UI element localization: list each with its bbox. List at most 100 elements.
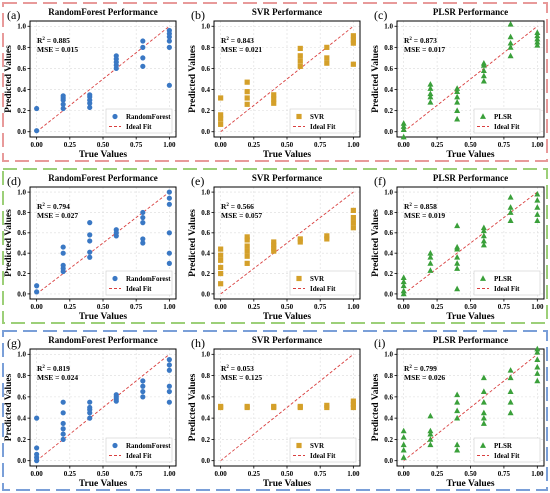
data-point: [324, 233, 330, 239]
data-point: [218, 270, 224, 277]
data-point: [113, 227, 119, 233]
y-tick-label: 0.0: [17, 290, 26, 298]
y-tick-label: 0.8: [201, 44, 210, 52]
data-point: [218, 121, 224, 127]
data-point: [507, 44, 514, 50]
mse-annotation: MSE = 0.125: [221, 373, 262, 382]
legend-series-label: RandomForest: [126, 275, 171, 283]
data-point: [244, 237, 250, 243]
data-point: [297, 53, 303, 59]
data-point: [427, 427, 434, 434]
data-point: [60, 420, 66, 427]
y-tick-label: 0.0: [384, 457, 393, 465]
data-point: [507, 39, 514, 46]
data-point: [324, 44, 330, 50]
data-point: [87, 254, 93, 260]
x-axis-label: True Values: [446, 479, 494, 489]
ideal-fit-line: [220, 191, 354, 295]
data-point: [218, 264, 224, 271]
r2-annotation: R2 = 0.794: [37, 202, 70, 211]
r2-equals: =: [229, 364, 237, 373]
y-tick-label: 0.4: [17, 415, 26, 423]
data-point: [166, 189, 172, 195]
mse-annotation: MSE = 0.027: [37, 211, 78, 220]
data-point: [480, 224, 487, 231]
data-point: [271, 242, 277, 248]
r2-annotation: R2 = 0.843: [221, 36, 254, 45]
data-point: [534, 356, 541, 363]
data-point: [244, 234, 250, 240]
data-point: [271, 239, 277, 245]
data-point: [87, 404, 93, 411]
x-tick-label: 0.50: [97, 141, 110, 149]
mse-annotation: MSE = 0.026: [404, 373, 445, 382]
y-tick-label: 0.2: [17, 107, 26, 115]
r2-symbol: R: [221, 36, 227, 45]
data-point: [166, 38, 172, 44]
mse-annotation: MSE = 0.021: [221, 45, 262, 54]
data-point: [87, 399, 93, 405]
x-tick-label: 0.00: [398, 303, 411, 311]
x-tick-label: 0.25: [248, 303, 261, 311]
data-point: [507, 193, 514, 200]
mse-annotation: MSE = 0.024: [37, 373, 78, 382]
legend-ideal-label: Ideal Fit: [494, 452, 520, 460]
data-point: [166, 201, 172, 207]
r2-value: 0.885: [53, 36, 70, 45]
x-tick-label: 0.00: [215, 303, 228, 311]
data-point: [534, 35, 541, 42]
data-point: [350, 401, 356, 407]
legend: [473, 270, 541, 296]
data-point: [507, 388, 514, 394]
x-tick-label: 0.50: [281, 141, 294, 149]
data-point: [454, 446, 461, 453]
x-tick-label: 0.50: [281, 303, 294, 311]
legend-ideal-label: Ideal Fit: [310, 285, 336, 293]
legend-marker: [296, 113, 302, 120]
data-point: [400, 287, 407, 294]
y-tick-label: 0.8: [201, 372, 210, 380]
legend-marker: [296, 275, 302, 282]
data-point: [350, 398, 356, 404]
r2-superscript: 2: [226, 37, 229, 42]
r2-symbol: R: [221, 202, 227, 211]
ideal-fit-line: [403, 353, 538, 462]
data-point: [244, 101, 250, 107]
chart-title: RandomForest Performance: [48, 7, 158, 17]
chart-title: PLSR Performance: [433, 7, 508, 17]
data-point: [480, 232, 487, 239]
data-point: [87, 92, 93, 98]
legend-marker: [112, 442, 118, 449]
data-point: [297, 403, 303, 410]
data-point: [427, 430, 434, 437]
chart-title: SVR Performance: [252, 173, 322, 183]
x-tick-label: 1.00: [531, 141, 544, 149]
data-point: [507, 209, 514, 215]
y-tick-label: 0.0: [201, 457, 210, 465]
legend-marker: [112, 113, 118, 120]
data-point: [60, 250, 66, 256]
y-tick-label: 0.8: [384, 44, 393, 52]
data-point: [140, 383, 146, 389]
y-tick-label: 1.0: [201, 351, 210, 359]
y-tick-label: 0.4: [384, 415, 393, 423]
data-point: [350, 225, 356, 231]
chart-panel: PLSR Performance (f) 0.00 0.25 0.50 0.75 1.00 0…: [371, 173, 545, 322]
y-tick-label: 0.0: [17, 128, 26, 136]
chart-panel: PLSR Performance (i) 0.00 0.25 0.50 0.75 1.00 0…: [371, 335, 545, 489]
data-point: [87, 249, 93, 255]
x-tick-label: 0.00: [31, 470, 44, 478]
data-point: [400, 282, 407, 289]
data-point: [400, 454, 407, 460]
data-point: [166, 82, 172, 88]
r2-superscript: 2: [226, 203, 229, 208]
y-tick-label: 0.6: [384, 229, 393, 237]
data-point: [454, 222, 461, 229]
r2-value: 0.858: [420, 202, 437, 211]
chart-panel: PLSR Performance (c) 0.00 0.25 0.50 0.75 1.00 0…: [371, 7, 545, 160]
x-axis-label: True Values: [446, 312, 494, 322]
data-point: [271, 92, 277, 98]
data-point: [350, 214, 356, 221]
y-tick-label: 0.0: [384, 128, 393, 136]
data-point: [480, 374, 487, 381]
